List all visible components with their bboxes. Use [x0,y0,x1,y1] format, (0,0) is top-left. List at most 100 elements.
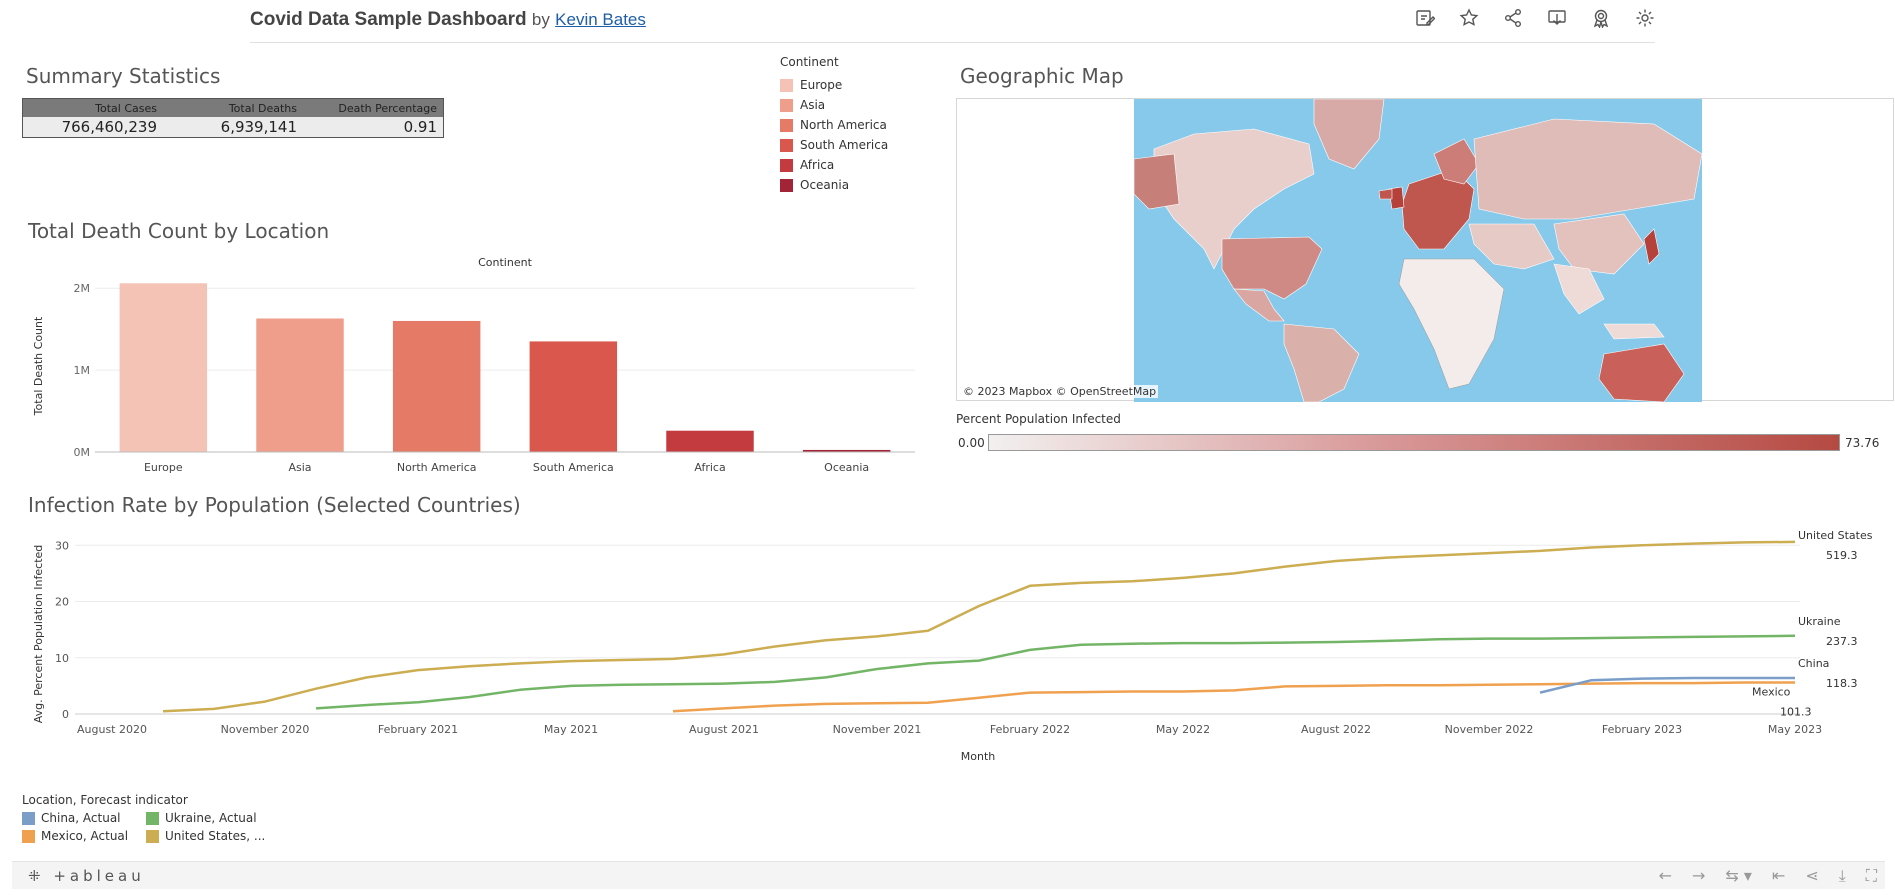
location-legend-item[interactable]: Ukraine, Actual [146,811,276,825]
continent-legend-item[interactable]: Europe [780,75,888,95]
pause-icon[interactable]: ⇤ [1771,866,1786,885]
legend-label: United States, ... [165,829,266,843]
legend-label: Asia [800,98,826,112]
legend-swatch [146,811,159,825]
legend-swatch [780,158,793,172]
bar-europe[interactable] [119,283,208,452]
percent-infected-gradient [988,434,1840,451]
bar-category-label: South America [533,461,614,474]
location-legend-item[interactable]: Mexico, Actual [22,829,146,843]
bar-north-america[interactable] [392,320,481,452]
series-line-mexico[interactable] [672,681,1795,713]
location-legend-item[interactable]: United States, ... [146,829,276,843]
line-xtick-label: August 2021 [689,723,759,736]
map-region-scandinavia [1433,138,1480,185]
line-xtick-label: February 2021 [378,723,458,736]
bar-asia[interactable] [256,318,344,452]
download-icon[interactable]: ⤓ [1838,866,1846,885]
author-link[interactable]: Kevin Bates [555,10,646,29]
infection-chart-title: Infection Rate by Population (Selected C… [28,493,521,517]
bar-south-america[interactable] [529,341,618,452]
line-xtick-label: August 2020 [77,723,147,736]
series-end-value: 519.3 [1826,549,1858,562]
summary-title: Summary Statistics [26,64,221,88]
summary-value-row[interactable]: 766,460,239 6,939,141 0.91 [23,117,443,137]
line-ytick-label: 10 [55,652,69,665]
line-xtick-label: February 2023 [1602,723,1682,736]
map-region-china [1553,213,1645,275]
bar-category-label: Asia [288,461,311,474]
summary-header-cell: Death Percentage [338,101,437,115]
line-xtick-label: November 2021 [833,723,922,736]
location-legend-item[interactable]: China, Actual [22,811,146,825]
legend-swatch [780,78,793,92]
download-icon[interactable] [1547,8,1567,30]
series-end-label: Mexico [1752,686,1791,699]
total-cases-value: 766,460,239 [61,118,157,136]
map-region-russia [1473,118,1702,220]
award-icon[interactable] [1591,8,1611,30]
map-region-mexico [1233,288,1285,322]
legend-swatch [780,98,793,112]
map-canvas[interactable] [1134,99,1702,402]
continent-legend-item[interactable]: South America [780,135,888,155]
gear-icon[interactable] [1635,8,1655,30]
share-icon[interactable] [1503,8,1523,30]
legend-swatch [780,118,793,132]
tableau-mark-icon: ⁜ [28,867,54,885]
legend-label: Africa [800,158,835,172]
location-legend: Location, Forecast indicator China, Actu… [22,793,276,843]
death-chart-title: Total Death Count by Location [28,219,330,243]
map-credit[interactable]: © 2023 Mapbox © OpenStreetMap [961,385,1159,398]
summary-header-cell: Total Cases [95,101,157,115]
redo-icon[interactable]: → [1691,866,1706,885]
bar-africa[interactable] [666,430,754,452]
series-line-ukraine[interactable] [315,634,1796,710]
continent-legend-item[interactable]: Oceania [780,175,888,195]
tableau-wordmark: +ableau [53,867,145,885]
bar-category-label: Africa [694,461,725,474]
tableau-logo[interactable]: ⁜ +ableau [28,867,145,885]
map-region-australia [1598,343,1685,402]
series-line-china[interactable] [1539,676,1795,694]
continent-legend-item[interactable]: Africa [780,155,888,175]
star-icon[interactable] [1459,8,1479,30]
bar-ytick-label: 1M [74,364,91,377]
legend-label: South America [800,138,889,152]
edit-icon[interactable] [1415,8,1436,30]
continent-legend-title: Continent [780,55,839,69]
map-region-uk [1388,186,1405,210]
map-region-usa [1221,236,1323,300]
line-xtick-label: May 2023 [1768,723,1822,736]
series-end-label: United States [1798,529,1873,542]
share-icon[interactable]: ⋖ [1805,866,1819,885]
undo-icon[interactable]: ← [1658,866,1672,885]
legend-label: Oceania [800,178,850,192]
line-ytick-label: 0 [62,708,69,721]
continent-legend-item[interactable]: Asia [780,95,888,115]
line-xtick-label: May 2021 [544,723,598,736]
series-end-value: 237.3 [1826,635,1858,648]
fullscreen-icon[interactable]: ⛶ [1865,866,1877,885]
revert-icon[interactable]: ⇆ ▾ [1725,866,1752,885]
geographic-map[interactable]: © 2023 Mapbox © OpenStreetMap [956,98,1894,402]
continent-legend-item[interactable]: North America [780,115,888,135]
gradient-min-label: 0.00 [958,436,985,450]
legend-swatch [780,138,793,152]
bar-category-label: Oceania [824,461,869,474]
line-xtick-label: November 2022 [1445,723,1534,736]
bar-oceania[interactable] [802,449,891,452]
legend-label: Europe [800,78,843,92]
death-bar-chart: Continent Total Death Count 0M 1M 2M Europe As… [32,256,915,474]
line-xtick-label: August 2022 [1301,723,1371,736]
series-end-label: Ukraine [1798,615,1841,628]
map-region-greenland [1313,99,1385,170]
dashboard-toolbar: Covid Data Sample Dashboard by Kevin Bat… [250,0,1655,43]
bar-category-label: North America [397,461,477,474]
line-ytick-label: 20 [55,596,69,609]
legend-label: Mexico, Actual [41,829,129,843]
map-region-africa [1398,258,1505,390]
bar-chart-ylabel: Total Death Count [32,316,45,416]
series-line-united-states[interactable] [162,540,1796,713]
bar-ytick-label: 0M [74,446,91,459]
